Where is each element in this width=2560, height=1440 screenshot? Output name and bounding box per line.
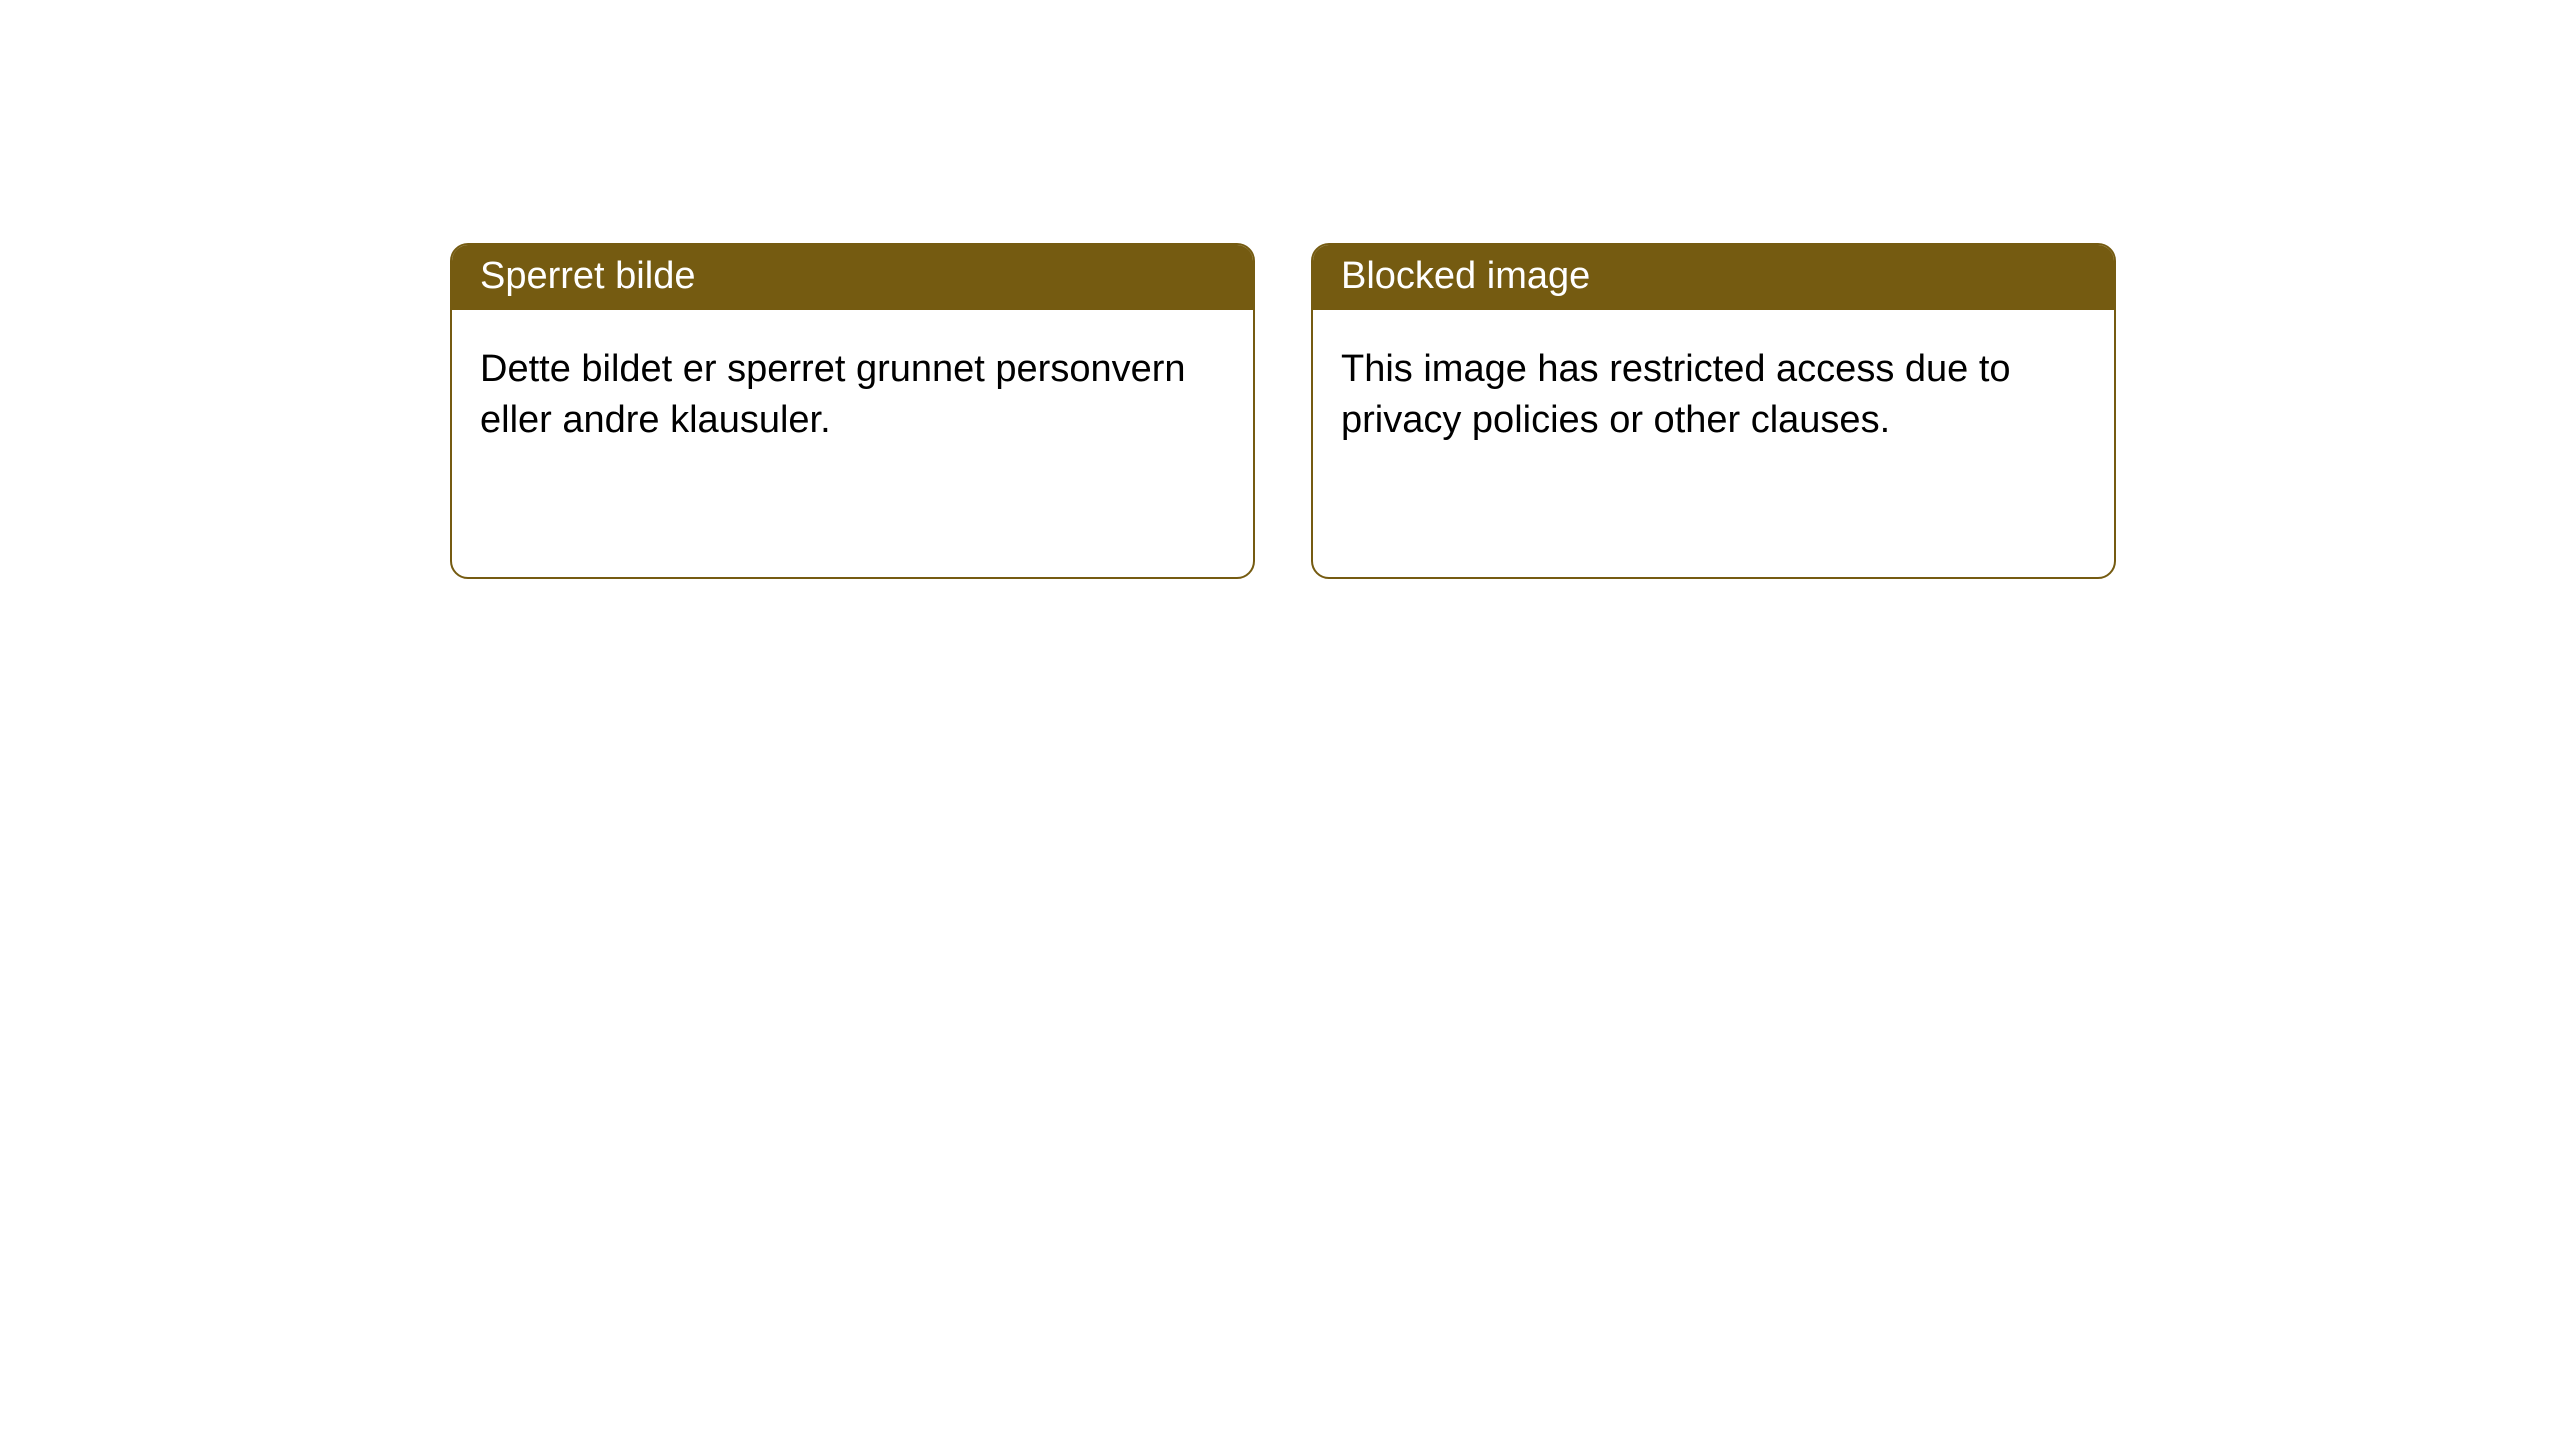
notice-container: Sperret bilde Dette bildet er sperret gr…	[0, 0, 2560, 579]
card-body: Dette bildet er sperret grunnet personve…	[452, 310, 1253, 481]
blocked-image-card-en: Blocked image This image has restricted …	[1311, 243, 2116, 579]
blocked-image-card-no: Sperret bilde Dette bildet er sperret gr…	[450, 243, 1255, 579]
card-header: Blocked image	[1313, 245, 2114, 310]
card-body: This image has restricted access due to …	[1313, 310, 2114, 481]
card-header: Sperret bilde	[452, 245, 1253, 310]
